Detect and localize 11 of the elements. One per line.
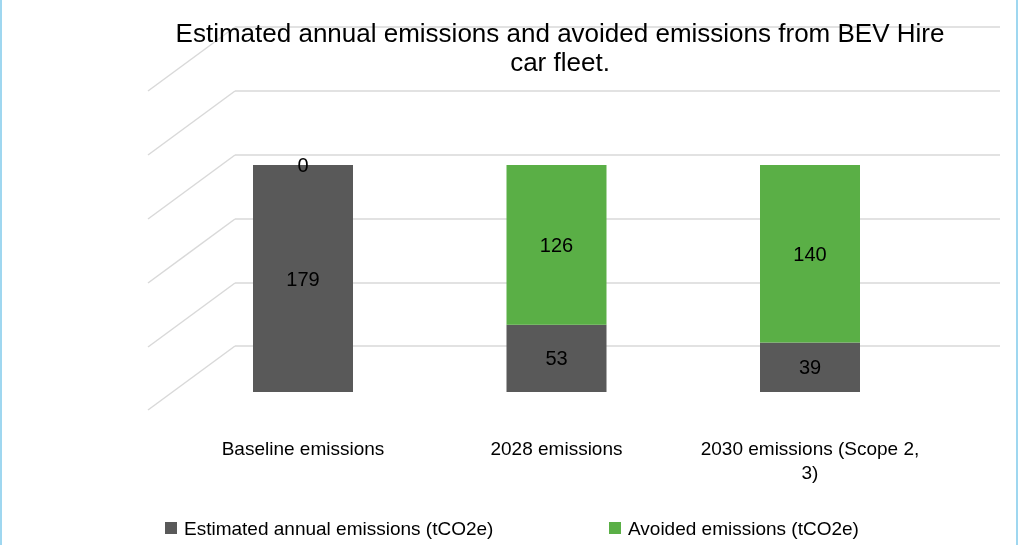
- data-label: 53: [545, 347, 568, 370]
- x-tick-label: 2030 emissions (Scope 2, 3): [700, 438, 920, 483]
- legend-label: Avoided emissions (tCO2e): [628, 518, 859, 539]
- x-tick-label: Baseline emissions: [221, 438, 385, 459]
- x-tick-label: 2028 emissions: [490, 438, 623, 459]
- data-label: 126: [539, 233, 574, 256]
- data-label: 179: [286, 267, 320, 290]
- data-label: 140: [793, 242, 827, 265]
- legend-label: Estimated annual emissions (tCO2e): [184, 518, 494, 539]
- data-label: 39: [798, 356, 822, 379]
- chart-title: Estimated annual emissions and avoided emissions from BEV Hire car fleet.: [175, 18, 945, 77]
